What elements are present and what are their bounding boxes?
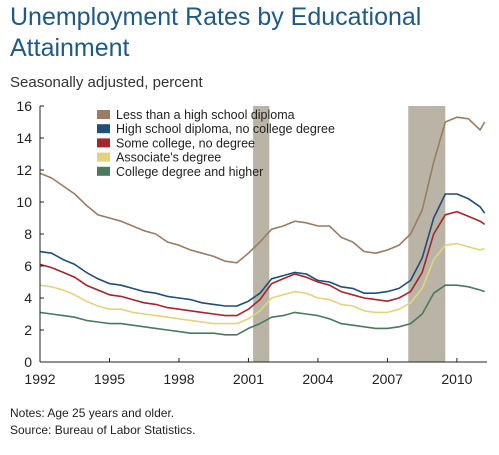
legend-label-0: Less than a high school diploma <box>116 108 295 122</box>
legend-swatch-0 <box>97 110 110 119</box>
y-tick-label-6: 12 <box>16 162 32 178</box>
axes: 0 2 4 6 8 10 12 14 16 1992 1995 1998 2001 2004 2007 201… <box>16 98 487 387</box>
chart-notes: Notes: Age 25 years and older. Source: B… <box>10 405 195 439</box>
series-lines <box>39 116 486 336</box>
x-tick-label-1: 1995 <box>94 371 125 387</box>
x-tick-label-3: 2001 <box>233 371 264 387</box>
x-tick-label-5: 2007 <box>372 371 403 387</box>
series-line-4 <box>39 284 485 336</box>
recession-band-1 <box>408 106 446 362</box>
legend-label-3: Associate's degree <box>116 151 221 165</box>
recession-bands <box>253 106 446 362</box>
y-tick-label-5: 10 <box>16 194 32 210</box>
y-tick-label-1: 2 <box>24 322 32 338</box>
series-line-0 <box>39 116 486 264</box>
y-tick-label-4: 8 <box>24 226 32 242</box>
y-tick-label-0: 0 <box>24 354 32 370</box>
legend-label-2: Some college, no degree <box>116 136 255 150</box>
note-source: Source: Bureau of Labor Statistics. <box>10 423 196 437</box>
x-tick-label-6: 2010 <box>441 371 472 387</box>
series-line-3 <box>39 242 485 325</box>
y-tick-label-8: 16 <box>16 98 32 114</box>
note-age: Notes: Age 25 years and older. <box>10 406 175 420</box>
legend-swatch-1 <box>97 124 110 134</box>
x-tick-label-2: 1998 <box>163 371 194 387</box>
x-tick-label-0: 1992 <box>24 371 55 387</box>
y-tick-label-2: 4 <box>24 290 32 306</box>
legend-swatch-3 <box>97 152 110 162</box>
legend-label-4: College degree and higher <box>116 165 263 179</box>
legend-swatch-4 <box>97 166 110 176</box>
legend-label-1: High school diploma, no college degree <box>116 122 335 136</box>
chart-title: Unemployment Rates by Educational Attain… <box>10 3 422 62</box>
x-tick-label-4: 2004 <box>302 371 333 387</box>
chart-subtitle: Seasonally adjusted, percent <box>10 74 203 91</box>
y-tick-label-7: 14 <box>16 130 32 146</box>
series-line-2 <box>39 210 486 317</box>
recession-band-0 <box>253 106 270 362</box>
legend-swatch-2 <box>97 138 110 148</box>
series-line-1 <box>39 193 486 307</box>
y-tick-label-3: 6 <box>24 258 32 274</box>
